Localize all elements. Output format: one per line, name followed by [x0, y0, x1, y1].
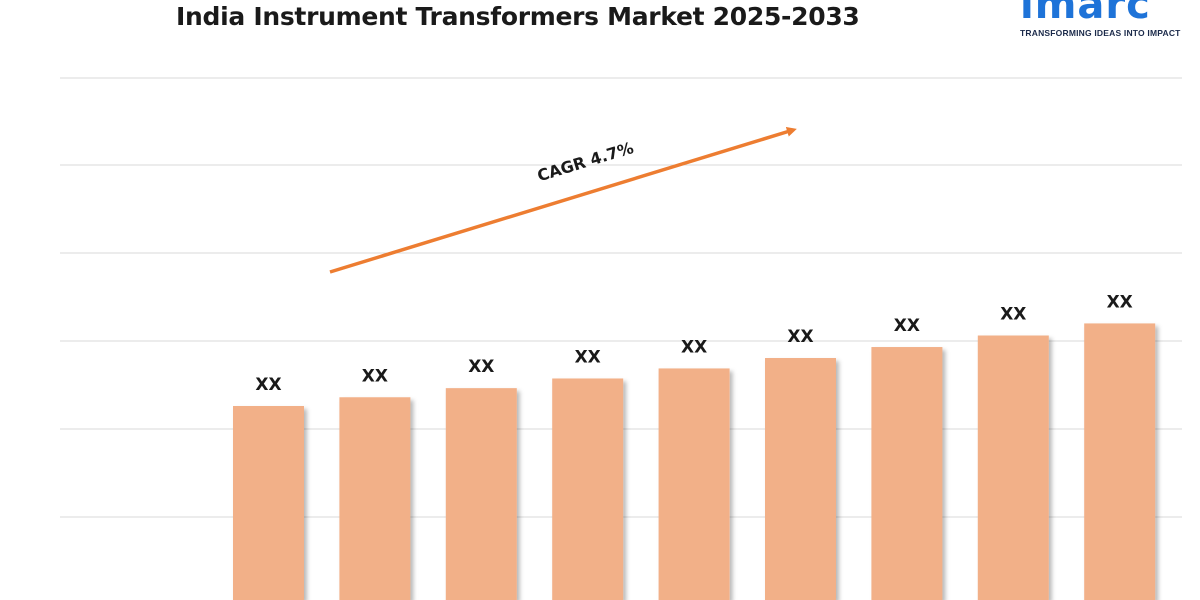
bar-3	[445, 388, 517, 600]
data-label-7: XX	[894, 316, 920, 336]
bar-5	[658, 368, 730, 600]
bar-4	[552, 378, 624, 600]
chart-title: India Instrument Transformers Market 202…	[176, 2, 860, 31]
bar-7	[871, 347, 943, 600]
data-label-2: XX	[362, 366, 388, 386]
data-label-4: XX	[575, 347, 601, 367]
data-label-5: XX	[681, 337, 707, 357]
data-labels: XX XX XX XX XX XX XX XX XX	[255, 292, 1132, 395]
data-label-6: XX	[787, 327, 813, 347]
bar-2	[339, 397, 411, 600]
data-label-3: XX	[468, 357, 494, 377]
cagr-arrow	[329, 126, 797, 274]
bar-1	[233, 406, 304, 600]
data-label-1: XX	[255, 375, 281, 395]
bar-8	[977, 335, 1049, 600]
data-label-8: XX	[1000, 305, 1026, 325]
logo-tagline: TRANSFORMING IDEAS INTO IMPACT	[1020, 28, 1181, 38]
bar-6	[765, 358, 836, 600]
cagr-annotation: CAGR 4.7%	[329, 126, 797, 274]
bars	[233, 323, 1156, 600]
imarc-logo: imarc TRANSFORMING IDEAS INTO IMPACT	[1016, 0, 1200, 46]
logo-wordmark: imarc	[1020, 0, 1151, 28]
data-label-9: XX	[1107, 292, 1133, 312]
cagr-label: CAGR 4.7%	[535, 138, 636, 185]
bar-9	[1084, 323, 1156, 600]
